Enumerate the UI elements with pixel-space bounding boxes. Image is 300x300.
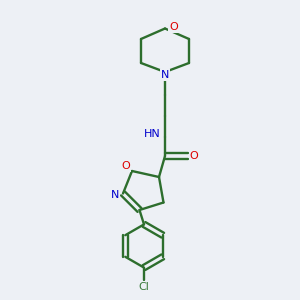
- Text: O: O: [121, 161, 130, 171]
- Text: O: O: [190, 151, 199, 161]
- Text: HN: HN: [144, 129, 161, 140]
- Text: Cl: Cl: [139, 282, 149, 292]
- Text: N: N: [110, 190, 119, 200]
- Text: N: N: [161, 70, 169, 80]
- Text: O: O: [169, 22, 178, 32]
